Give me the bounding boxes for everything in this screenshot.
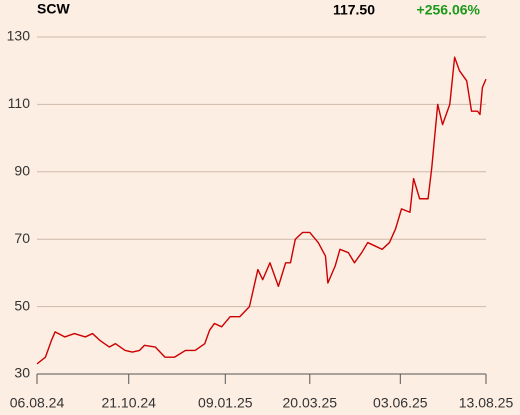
price: 117.50 [333,2,375,18]
y-tick-label: 130 [7,28,31,44]
y-tick-label: 90 [14,163,30,179]
x-tick-label: 06.08.24 [10,395,65,411]
price-line [36,56,487,365]
x-tick-label: 09.01.25 [198,395,253,411]
x-tick-label: 21.10.24 [101,395,156,411]
y-tick-label: 30 [14,365,30,381]
change: +256.06% [417,2,481,18]
x-tick-label: 20.03.25 [283,395,338,411]
x-tick-label: 03.06.25 [373,395,428,411]
y-tick-label: 50 [14,297,30,313]
y-tick-label: 70 [14,230,30,246]
symbol: SCW [37,1,70,17]
y-tick-label: 110 [8,95,31,111]
x-tick-label: 13.08.25 [459,395,514,411]
